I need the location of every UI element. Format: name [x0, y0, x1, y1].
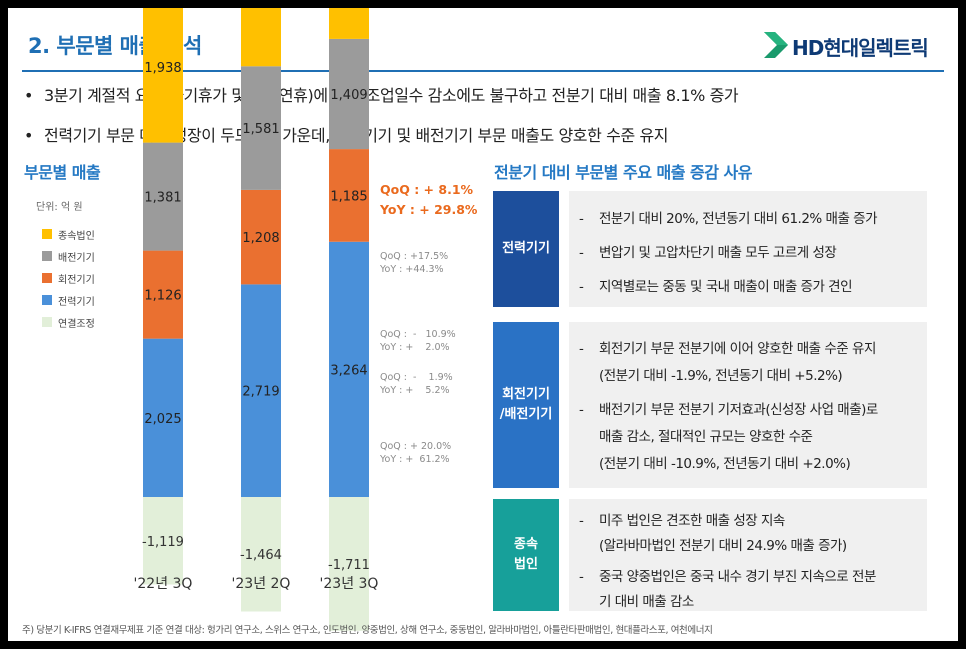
x-tick-label: '23년 3Q: [320, 576, 379, 592]
bullet-dot-icon: •: [24, 86, 34, 105]
title-divider: [22, 70, 944, 72]
bar-value-label: 1,938: [144, 61, 181, 76]
reason-line: - 중국 양중법인은 중국 내수 경기 부진 지속으로 전분: [579, 565, 876, 585]
reason-tag-rotating-distribution: 회전기기 /배전기기: [493, 322, 559, 488]
reason-line: - 회전기기 부문 전분기에 이어 양호한 매출 수준 유지: [579, 337, 876, 357]
bar-value-label: -1,119: [142, 535, 184, 550]
footnote: 주) 당분기 K-IFRS 연결재무제표 기준 연결 대상: 헝가리 연구소, …: [22, 625, 713, 636]
chart-unit-label: 단위: 억 원: [36, 202, 83, 213]
dash-icon: -: [579, 569, 584, 585]
reasons-section-title: 전분기 대비 부문별 주요 매출 증감 사유: [494, 163, 752, 182]
bar-value-label: -1,711: [328, 558, 370, 573]
bar-segment: [329, 241, 369, 497]
reason-text: 지역별로는 중동 및 국내 매출이 매출 증가 견인: [599, 279, 853, 295]
summary-bullet-text: 3분기 계절적 요인(하기휴가 및 추석연휴)에 따른 조업일수 감소에도 불구…: [44, 86, 739, 105]
logo-text: HD현대일렉트릭: [792, 36, 929, 60]
dash-icon: -: [579, 211, 584, 227]
reason-tag-subsidiary: 종속 법인: [493, 499, 559, 611]
bar-segment-negative: [241, 497, 281, 612]
reason-line: - 지역별로는 중동 및 국내 매출이 매출 증가 견인: [579, 275, 853, 295]
rotating-growth-note: QoQ : - 1.9% YoY : + 5.2%: [380, 372, 453, 396]
summary-bullet-1: • 3분기 계절적 요인(하기휴가 및 추석연휴)에 따른 조업일수 감소에도 불…: [24, 82, 739, 106]
legend-swatch: [42, 229, 52, 239]
bar-segment-negative: [329, 497, 369, 631]
total-yoy: YoY : + 29.8%: [380, 202, 478, 217]
bar-value-label: 1,126: [144, 289, 181, 304]
reason-text: (전분기 대비 -10.9%, 전년동기 대비 +2.0%): [599, 456, 851, 472]
reason-box-power: - 전분기 대비 20%, 전년동기 대비 61.2% 매출 증가 - 변압기 및 …: [569, 191, 927, 307]
dash-icon: -: [579, 245, 584, 261]
reason-box-rotating-distribution: - 회전기기 부문 전분기에 이어 양호한 매출 수준 유지 (전분기 대비 -1…: [569, 322, 927, 488]
bar-segment-negative: [143, 497, 183, 585]
legend-label: 배전기기: [58, 253, 95, 264]
reason-line: - 전분기 대비 20%, 전년동기 대비 61.2% 매출 증가: [579, 207, 878, 227]
logo-chevron-icon: [764, 32, 788, 58]
legend-label: 회전기기: [58, 275, 95, 286]
x-tick-label: '23년 2Q: [232, 576, 291, 592]
bar-value-label: 1,409: [330, 88, 367, 103]
reason-line: - 미주 법인은 견조한 매출 성장 지속: [579, 509, 785, 529]
reason-line: - 배전기기 부문 전분기 기저효과(신성장 사업 매출)로: [579, 398, 878, 418]
bar-segment: [329, 38, 369, 150]
bar-value-label: 1,381: [144, 191, 181, 206]
bar-segment: [143, 8, 183, 143]
bar-segment: [241, 66, 281, 190]
total-growth-note: QoQ : + 8.1% YoY : + 29.8%: [380, 180, 477, 220]
bar-value-label: 1,581: [242, 122, 279, 137]
reason-box-subsidiary: - 미주 법인은 견조한 매출 성장 지속 (알라바마법인 전분기 대비 24.9…: [569, 499, 927, 611]
bar-segment: [143, 142, 183, 251]
legend-swatch: [42, 273, 52, 283]
bar-segment: [241, 284, 281, 497]
reason-line: - 변압기 및 고압차단기 매출 모두 고르게 성장: [579, 241, 837, 261]
bar-segment: [241, 189, 281, 285]
reason-text: 매출 감소, 절대적인 규모는 양호한 수준: [599, 429, 813, 445]
bar-segment: [329, 8, 369, 39]
bar-segment: [241, 8, 281, 67]
x-tick-label: '22년 3Q: [134, 576, 193, 592]
subsidiary-growth-note: QoQ : +17.5% YoY : +44.3%: [380, 251, 449, 275]
reason-text: (전분기 대비 -1.9%, 전년동기 대비 +5.2%): [599, 368, 843, 384]
legend-swatch: [42, 295, 52, 305]
bar-value-label: 1,185: [330, 189, 367, 204]
legend-swatch: [42, 251, 52, 261]
reason-tag-power: 전력기기: [493, 191, 559, 307]
bar-value-label: 1,208: [242, 231, 279, 246]
power-growth-note: QoQ : + 20.0% YoY : + 61.2%: [380, 441, 452, 465]
legend-label: 전력기기: [58, 297, 95, 308]
chart-section-title: 부문별 매출: [24, 163, 101, 182]
total-qoq: QoQ : + 8.1%: [380, 182, 474, 197]
bar-segment: [143, 250, 183, 339]
bar-value-label: -1,464: [240, 548, 282, 563]
reason-text: 변압기 및 고압차단기 매출 모두 고르게 성장: [599, 245, 837, 261]
reason-text: 배전기기 부문 전분기 기저효과(신성장 사업 매출)로: [599, 402, 878, 418]
legend-label: 종속법인: [58, 231, 95, 242]
bullet-dot-icon: •: [24, 126, 34, 145]
reason-text: 중국 양중법인은 중국 내수 경기 부진 지속으로 전분: [599, 569, 876, 585]
dash-icon: -: [579, 279, 584, 295]
reason-text: 전분기 대비 20%, 전년동기 대비 61.2% 매출 증가: [599, 211, 878, 227]
legend-label: 연결조정: [58, 319, 95, 330]
reason-text: (알라바마법인 전분기 대비 24.9% 매출 증가): [599, 538, 847, 554]
legend-swatch: [42, 317, 52, 327]
dash-icon: -: [579, 341, 584, 357]
distribution-growth-note: QoQ : - 10.9% YoY : + 2.0%: [380, 329, 456, 353]
reason-text: 기 대비 매출 감소: [599, 594, 694, 610]
bar-value-label: 2,719: [242, 385, 279, 400]
bar-segment: [329, 149, 369, 242]
bar-value-label: 2,025: [144, 412, 181, 427]
reason-text: 미주 법인은 견조한 매출 성장 지속: [599, 513, 785, 529]
slide: 2. 부문별 매출 분석 HD현대일렉트릭 • 3분기 계절적 요인(하기휴가 및…: [8, 8, 958, 641]
dash-icon: -: [579, 513, 584, 529]
bar-value-label: 3,264: [330, 363, 367, 378]
reason-text: 회전기기 부문 전분기에 이어 양호한 매출 수준 유지: [599, 341, 876, 357]
dash-icon: -: [579, 402, 584, 418]
bar-segment: [143, 338, 183, 497]
